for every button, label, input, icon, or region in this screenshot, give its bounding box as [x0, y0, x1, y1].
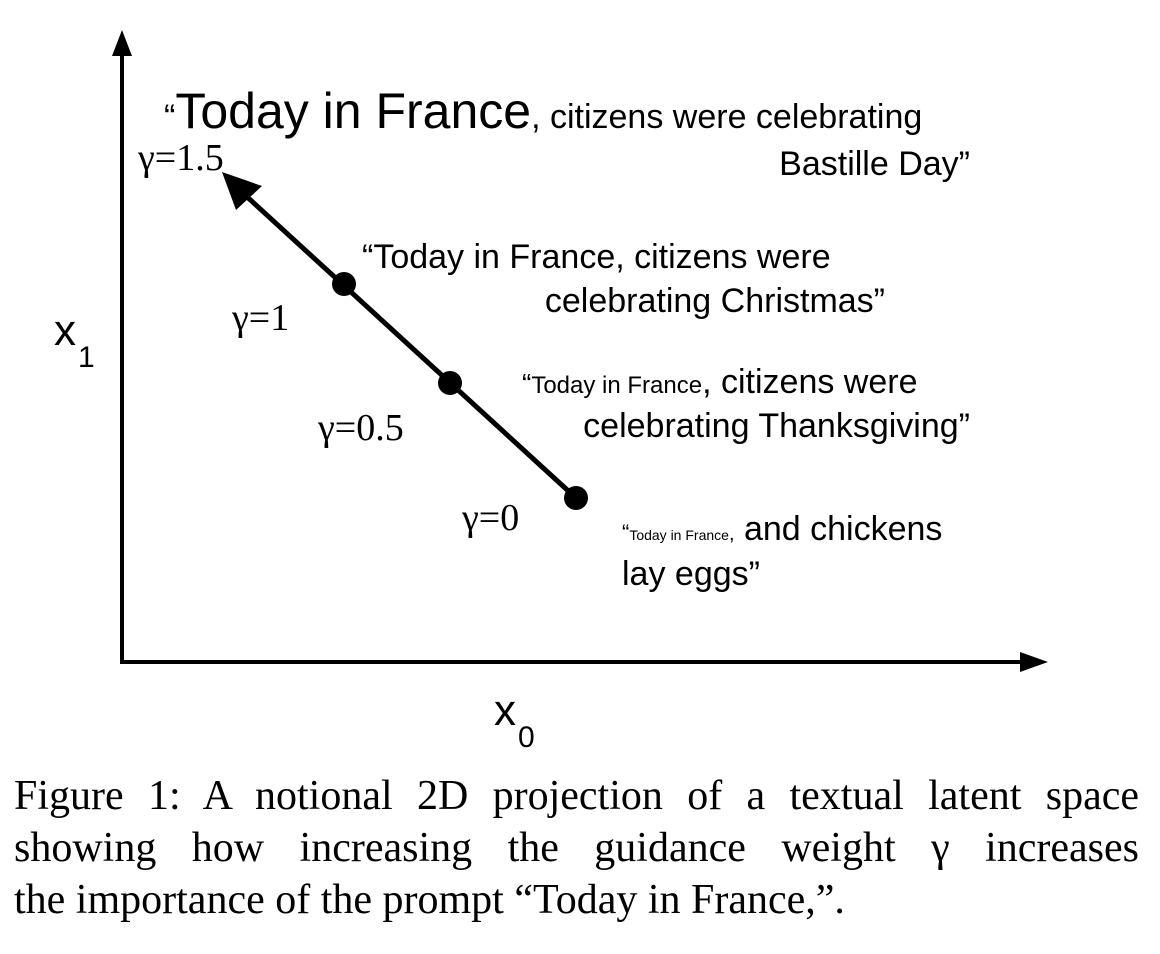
text-gamma-0-line2: lay eggs”: [622, 555, 760, 593]
gamma-label-1-5: γ=1.5: [137, 137, 224, 179]
text-gamma-1-5-prompt: Today in France: [175, 83, 531, 139]
text-gamma-1-5-continuation: , citizens were celebrating: [531, 98, 922, 136]
caption-line-1: Figure 1: A notional 2D projection of a …: [14, 773, 1139, 819]
x-axis-arrowhead: [1020, 652, 1048, 672]
caption-line-2: showing how increasing the guidance weig…: [14, 825, 1139, 871]
text-gamma-0-open-quote: “: [622, 520, 629, 545]
text-gamma-0-5-line2: celebrating Thanksgiving”: [583, 407, 970, 445]
x-axis-label-main: x: [494, 686, 516, 735]
point-gamma-0-5: [438, 371, 462, 395]
text-gamma-0-comma: ,: [729, 523, 735, 545]
caption-line-3: the importance of the prompt “Today in F…: [14, 877, 845, 923]
gamma-label-1: γ=1: [231, 297, 289, 339]
text-gamma-0-5-continuation: , citizens were: [702, 363, 917, 401]
figure-caption: Figure 1: A notional 2D projection of a …: [14, 770, 1139, 926]
guidance-arrow: [222, 172, 578, 500]
latent-space-diagram: x1 x0 γ=1.5 γ=1 γ=0.5 γ=0 “Today in Fran…: [54, 30, 1048, 754]
x-axis-label-subscript: 0: [518, 721, 535, 754]
y-axis-label-subscript: 1: [78, 341, 95, 374]
y-axis-label: x1: [54, 306, 95, 374]
text-gamma-0-5-open-quote: “: [522, 368, 531, 399]
guidance-arrowhead: [222, 172, 262, 210]
text-gamma-0-5-line1: “Today in France, citizens were: [522, 363, 918, 401]
gamma-label-0: γ=0: [461, 497, 519, 539]
text-gamma-0-5-prompt: Today in France: [531, 372, 702, 399]
text-gamma-1-line2: celebrating Christmas”: [545, 282, 885, 320]
text-gamma-1-5-line1: “Today in France, citizens were celebrat…: [164, 83, 922, 139]
x-axis-label: x0: [494, 686, 535, 754]
text-gamma-0-line1: “Today in France, and chickens: [622, 510, 942, 548]
text-gamma-0-prompt: Today in France: [629, 527, 729, 543]
text-gamma-1-line1: “Today in France, citizens were: [362, 238, 831, 276]
text-gamma-0-continuation: and chickens: [735, 510, 943, 548]
point-gamma-0: [564, 486, 588, 510]
point-gamma-1: [332, 272, 356, 296]
guidance-arrow-shaft: [243, 193, 578, 500]
y-axis-arrowhead: [112, 30, 132, 56]
y-axis-label-main: x: [54, 306, 76, 355]
text-gamma-1-5-line2: Bastille Day”: [779, 145, 970, 183]
text-gamma-1-5-open-quote: “: [164, 98, 175, 136]
axes: [112, 30, 1048, 672]
gamma-label-0-5: γ=0.5: [317, 407, 404, 449]
